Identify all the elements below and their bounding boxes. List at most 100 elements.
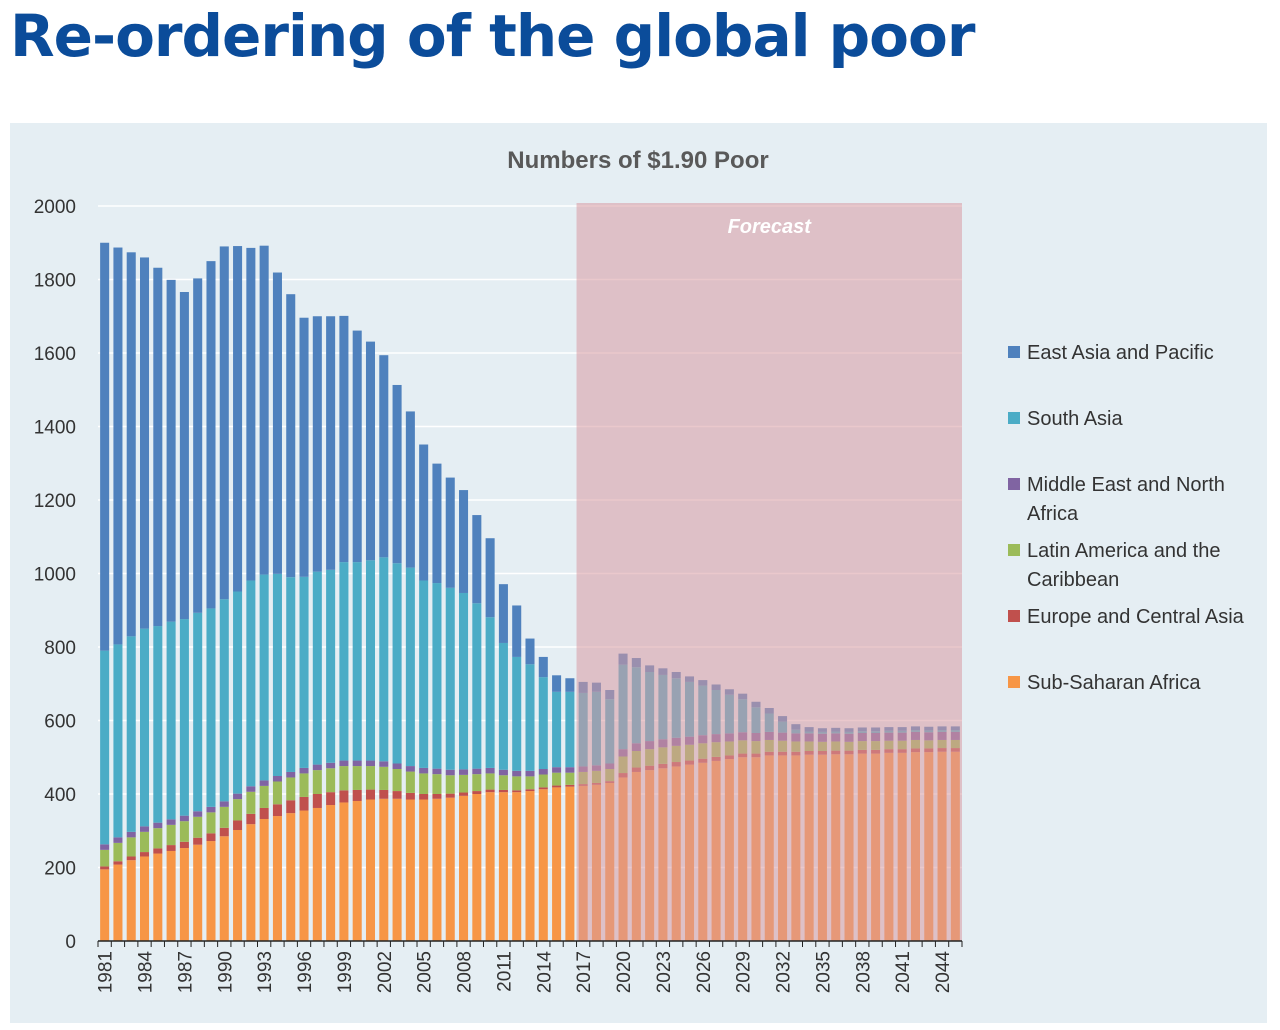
bar-sub-saharan-africa-2014 [538,789,548,941]
bar-middle-east-and-north-africa-1992 [246,786,256,792]
bar-middle-east-and-north-africa-2001 [365,760,376,767]
bar-middle-east-and-north-africa-2006 [432,768,442,775]
bar-middle-east-and-north-africa-1997 [312,764,322,771]
x-tick-label: 2002 [375,951,396,993]
bar-europe-and-central-asia-1991 [233,820,243,831]
legend-item-east-asia-and-pacific: East Asia and Pacific [1008,339,1255,368]
bar-middle-east-and-north-africa-1981 [100,844,110,850]
bar-europe-and-central-asia-2007 [445,793,455,798]
legend-label: South Asia [1027,408,1123,430]
bar-sub-saharan-africa-2001 [365,799,376,941]
bar-south-asia-2004 [405,567,415,767]
bar-europe-and-central-asia-2012 [512,790,522,793]
bar-europe-and-central-asia-2006 [432,794,442,799]
bar-east-asia-and-pacific-1983 [126,252,136,637]
x-tick-label: 1999 [335,951,356,993]
bar-sub-saharan-africa-2015 [552,787,562,941]
x-tick-label: 2035 [813,951,834,993]
bar-europe-and-central-asia-2016 [565,784,575,787]
bar-latin-america-and-the-caribbean-2008 [459,774,469,793]
bar-latin-america-and-the-caribbean-1994 [272,781,282,805]
chart-panel: Numbers of $1.90 Poor 0 200 400 600 800 1000 1… [10,123,1267,1023]
bar-latin-america-and-the-caribbean-1997 [312,770,322,794]
bar-latin-america-and-the-caribbean-2016 [565,772,575,785]
bar-europe-and-central-asia-2011 [498,789,508,793]
bar-middle-east-and-north-africa-1996 [299,767,309,774]
bar-latin-america-and-the-caribbean-1999 [339,766,349,791]
bar-middle-east-and-north-africa-1982 [113,837,123,843]
y-tick-label: 800 [44,638,76,659]
bar-east-asia-and-pacific-1984 [140,257,150,629]
bar-latin-america-and-the-caribbean-1981 [100,849,110,867]
bar-east-asia-and-pacific-2012 [512,605,522,657]
bar-east-asia-and-pacific-2002 [379,355,389,558]
bar-east-asia-and-pacific-1986 [166,279,176,622]
bar-east-asia-and-pacific-2011 [498,584,508,643]
bar-sub-saharan-africa-1998 [326,805,336,941]
bar-sub-saharan-africa-2013 [525,791,535,941]
bar-sub-saharan-africa-2016 [565,786,575,941]
x-tick-label: 1987 [175,951,196,993]
x-tick-label: 1984 [136,951,157,994]
bar-latin-america-and-the-caribbean-1985 [153,828,163,849]
bar-europe-and-central-asia-2005 [419,794,429,800]
bar-south-asia-1985 [153,626,163,823]
bar-east-asia-and-pacific-1993 [259,245,269,575]
bar-middle-east-and-north-africa-2008 [459,769,469,775]
bar-sub-saharan-africa-1987 [179,848,189,941]
bar-sub-saharan-africa-1990 [219,836,229,941]
bar-east-asia-and-pacific-1987 [179,292,189,620]
bar-south-asia-2006 [432,583,442,769]
bar-south-asia-1991 [233,591,243,794]
bar-middle-east-and-north-africa-1983 [126,831,136,838]
legend-label: Sub-Saharan Africa [1027,672,1201,694]
bar-latin-america-and-the-caribbean-1995 [286,777,296,801]
bar-latin-america-and-the-caribbean-1987 [179,821,189,842]
x-tick-label: 2044 [933,951,954,994]
bar-sub-saharan-africa-2006 [432,798,442,941]
chart-title: Numbers of $1.90 Poor [507,147,768,174]
bar-sub-saharan-africa-1995 [286,813,296,941]
bar-europe-and-central-asia-2010 [485,789,495,793]
bar-east-asia-and-pacific-1990 [219,246,229,600]
bar-latin-america-and-the-caribbean-2002 [379,766,389,790]
bar-europe-and-central-asia-2003 [392,791,402,799]
bar-east-asia-and-pacific-2003 [392,384,402,564]
bar-east-asia-and-pacific-1981 [100,242,110,651]
x-tick-label: 1981 [96,951,117,993]
bar-latin-america-and-the-caribbean-1984 [140,831,150,853]
bar-middle-east-and-north-africa-1985 [153,822,163,829]
bar-latin-america-and-the-caribbean-1983 [126,837,136,857]
legend-label: Europe and Central Asia [1027,606,1244,628]
bar-latin-america-and-the-caribbean-2011 [498,775,508,790]
bar-south-asia-1986 [166,621,176,820]
bar-europe-and-central-asia-1999 [339,790,349,803]
y-tick-label: 400 [44,785,76,806]
bar-europe-and-central-asia-2004 [405,792,415,800]
bar-europe-and-central-asia-1996 [299,796,309,811]
bar-europe-and-central-asia-1982 [113,861,123,865]
bar-europe-and-central-asia-1998 [326,792,336,806]
bar-sub-saharan-africa-1982 [113,864,123,941]
bar-east-asia-and-pacific-1994 [272,272,282,574]
bar-south-asia-1999 [339,562,349,761]
bar-east-asia-and-pacific-2014 [538,656,548,678]
legend-label: Middle East and North Africa [1027,474,1225,525]
bar-east-asia-and-pacific-1991 [233,246,243,592]
legend-label: Latin America and the Caribbean [1027,540,1221,591]
bar-latin-america-and-the-caribbean-1998 [326,768,336,793]
bar-south-asia-2008 [459,592,469,770]
bar-east-asia-and-pacific-1982 [113,247,123,645]
legend-swatch [1008,610,1020,622]
bar-middle-east-and-north-africa-2012 [512,770,522,777]
x-tick-label: 1996 [295,951,316,993]
bar-europe-and-central-asia-1995 [286,800,296,814]
legend-swatch [1008,478,1020,490]
bar-sub-saharan-africa-2002 [379,798,389,941]
bar-europe-and-central-asia-2001 [365,789,376,800]
bar-latin-america-and-the-caribbean-2013 [525,776,535,790]
bar-east-asia-and-pacific-1992 [246,247,256,581]
bar-east-asia-and-pacific-1999 [339,315,349,563]
x-axis: 1981 1984 1987 1990 1993 1996 1999 2002 2005 2008… [96,940,963,994]
bar-latin-america-and-the-caribbean-2000 [352,766,362,790]
